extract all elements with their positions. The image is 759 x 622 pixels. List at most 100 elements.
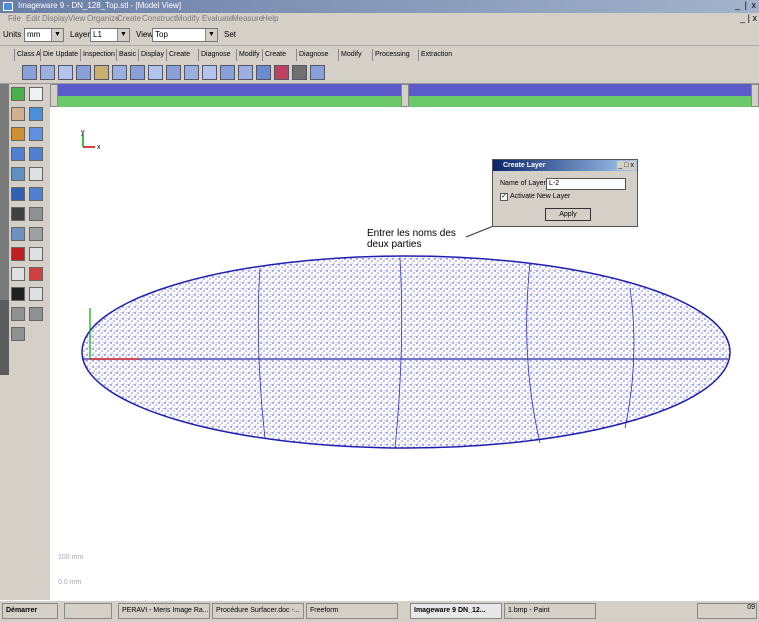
layer-copy-icon[interactable] <box>29 307 43 321</box>
point-cloud-part[interactable] <box>81 255 731 449</box>
save-icon[interactable] <box>29 87 43 101</box>
taskbar: Démarrer PERAVI - Meris Image Ra... Proc… <box>0 600 759 622</box>
magnifier-icon[interactable] <box>29 287 43 301</box>
range-handle-middle[interactable] <box>401 84 409 107</box>
activate-layer-checkbox[interactable]: ✓ <box>500 193 508 201</box>
tab-inspection[interactable]: Inspection <box>80 49 115 61</box>
window-title: Imageware 9 - DN_128_Top.stl - [Model Vi… <box>18 1 182 10</box>
section-icon[interactable] <box>29 227 43 241</box>
no-entry-icon[interactable] <box>11 247 25 261</box>
window-controls[interactable]: _ | x <box>735 0 757 10</box>
menu-measure[interactable]: Measure <box>232 14 264 23</box>
points-icon[interactable] <box>29 207 43 221</box>
plane-tool-icon[interactable] <box>58 65 73 80</box>
offset-tool-icon[interactable] <box>130 65 145 80</box>
extend-tool-icon[interactable] <box>166 65 181 80</box>
lighting-icon[interactable] <box>29 187 43 201</box>
curve-tool-icon[interactable] <box>22 65 37 80</box>
point-cloud-svg <box>81 255 731 449</box>
menu-organize[interactable]: Organize <box>87 14 120 23</box>
dialog-window-controls[interactable]: _ □ x <box>617 161 635 170</box>
camera-icon[interactable] <box>11 207 25 221</box>
taskbar-item-freeform[interactable]: Freeform <box>306 603 398 619</box>
tab-die-update[interactable]: Die Update <box>40 49 78 61</box>
axis-x-label: x <box>97 144 101 151</box>
layer-name-input[interactable]: L-2 <box>546 178 626 190</box>
tab-diagnose-2[interactable]: Diagnose <box>296 49 329 61</box>
views-select[interactable]: Top ▼ <box>152 28 218 42</box>
axes-icon[interactable] <box>29 167 43 181</box>
trim-tool-icon[interactable] <box>184 65 199 80</box>
view-icon[interactable] <box>29 127 43 141</box>
pan-icon[interactable] <box>29 147 43 161</box>
apply-button[interactable]: Apply <box>545 208 591 221</box>
chevron-down-icon[interactable]: ▼ <box>205 29 217 41</box>
network-tool-icon[interactable] <box>256 65 271 80</box>
tab-modify[interactable]: Modify <box>236 49 260 61</box>
model-viewport[interactable]: y x Entrer les noms des deux parties Cre… <box>50 84 759 600</box>
tab-basic[interactable]: Basic <box>116 49 136 61</box>
menu-file[interactable]: File <box>8 14 21 23</box>
module-tab-bar: Class A Die Update Inspection Basic Disp… <box>0 46 759 63</box>
mesh-tool-icon[interactable] <box>274 65 289 80</box>
set-button[interactable]: Set <box>224 30 237 39</box>
arrow-tool-icon[interactable] <box>310 65 325 80</box>
tab-create[interactable]: Create <box>166 49 190 61</box>
loft-tool-icon[interactable] <box>112 65 127 80</box>
menu-evaluate[interactable]: Evaluate <box>202 14 234 23</box>
bucket-icon[interactable] <box>11 287 25 301</box>
menu-help[interactable]: Help <box>262 14 279 23</box>
document-window-controls[interactable]: _ | x <box>740 13 757 23</box>
rotate-icon[interactable] <box>11 147 25 161</box>
tab-create-2[interactable]: Create <box>262 49 286 61</box>
menu-construct[interactable]: Construct <box>142 14 177 23</box>
chevron-down-icon[interactable]: ▼ <box>51 29 63 41</box>
taskbar-item-peravi[interactable]: PERAVI - Meris Image Ra... <box>118 603 210 619</box>
clock: 09 <box>747 604 755 611</box>
link-icon[interactable] <box>11 267 25 281</box>
globe-icon[interactable] <box>29 107 43 121</box>
fillet-tool-icon[interactable] <box>148 65 163 80</box>
tab-diagnose[interactable]: Diagnose <box>198 49 231 61</box>
undo-icon[interactable] <box>11 107 25 121</box>
layers-select[interactable]: L1 ▼ <box>90 28 130 42</box>
taskbar-item-imageware[interactable]: Imageware 9 DN_12... <box>410 603 502 619</box>
quick-launch[interactable] <box>64 603 112 619</box>
menu-display[interactable]: Display <box>42 14 69 23</box>
zoom-box-icon[interactable] <box>11 167 25 181</box>
menu-modify[interactable]: Modify <box>176 14 200 23</box>
tab-extraction[interactable]: Extraction <box>418 49 452 61</box>
shade-icon[interactable] <box>11 187 25 201</box>
taskbar-item-procedure[interactable]: Procédure Surfacer.doc -... <box>212 603 304 619</box>
cursor-icon[interactable] <box>29 267 43 281</box>
tab-display[interactable]: Display <box>138 49 164 61</box>
dot-icon[interactable] <box>29 247 43 261</box>
view-axis-triad: y x <box>81 129 101 151</box>
units-select[interactable]: mm ▼ <box>24 28 64 42</box>
layer-icon[interactable] <box>11 307 25 321</box>
viewport-scroll-strip <box>50 84 759 108</box>
grid-tool-icon[interactable] <box>292 65 307 80</box>
snap-tool-icon[interactable] <box>238 65 253 80</box>
tool-icon-bar <box>0 63 759 84</box>
surface-tool-icon[interactable] <box>40 65 55 80</box>
menu-edit[interactable]: Edit <box>26 14 40 23</box>
mirror-tool-icon[interactable] <box>202 65 217 80</box>
split-tool-icon[interactable] <box>220 65 235 80</box>
menu-create[interactable]: Create <box>117 14 142 23</box>
menu-view[interactable]: View <box>68 14 86 23</box>
tab-class-a[interactable]: Class A <box>14 49 41 61</box>
start-button[interactable]: Démarrer <box>2 603 58 619</box>
blend-tool-icon[interactable] <box>94 65 109 80</box>
chevron-down-icon[interactable]: ▼ <box>117 29 129 41</box>
tab-modify-2[interactable]: Modify <box>338 49 362 61</box>
tab-processing[interactable]: Processing <box>372 49 410 61</box>
range-handle-left[interactable] <box>50 84 58 107</box>
brush-icon[interactable] <box>11 127 25 141</box>
refresh-icon[interactable] <box>11 87 25 101</box>
layer-list-icon[interactable] <box>11 327 25 341</box>
fit-icon[interactable] <box>11 227 25 241</box>
dialog-title: Create Layer <box>493 160 637 171</box>
taskbar-item-paint[interactable]: 1.bmp - Paint <box>504 603 596 619</box>
sweep-tool-icon[interactable] <box>76 65 91 80</box>
